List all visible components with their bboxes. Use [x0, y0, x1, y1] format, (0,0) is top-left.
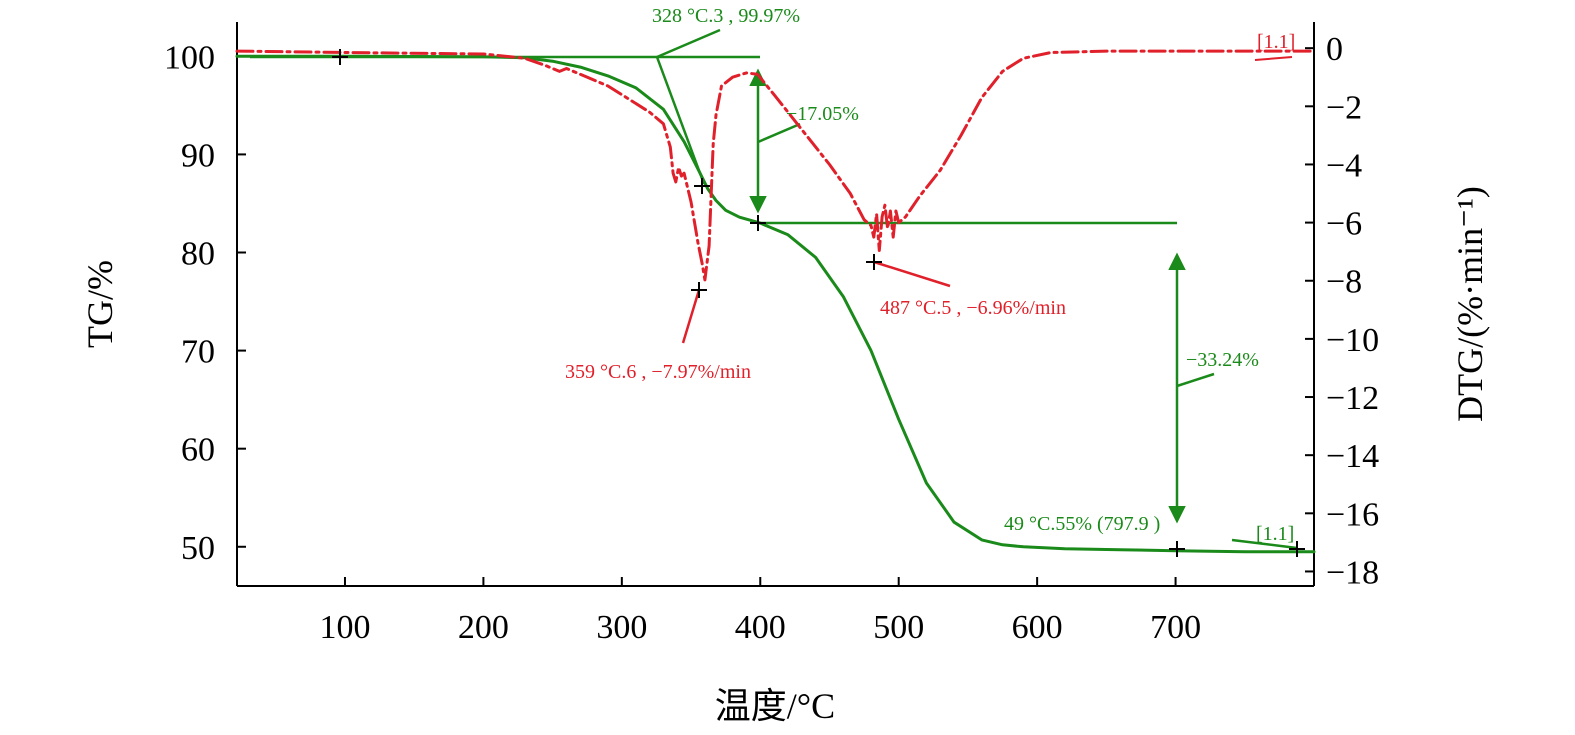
residue-leader [1231, 538, 1298, 550]
right-y-tick-label: −14 [1326, 438, 1379, 475]
x-tick-label: 500 [873, 609, 924, 646]
onset-leader [656, 28, 721, 59]
chart-annotations: 328 °C.3 , 99.97% −17.05% −33.24% 49 °C.… [565, 5, 1295, 545]
dtg-curve [235, 49, 1316, 282]
right-y-tick-label: −10 [1326, 322, 1379, 359]
marker-plus [1289, 541, 1305, 557]
loss2-leader [1176, 372, 1215, 388]
x-tick-label: 400 [735, 609, 786, 646]
left-y-axis-ticks: 50 60 70 80 90 100 [164, 39, 246, 567]
left-y-tick-label: 100 [164, 39, 215, 76]
right-y-tick-label: −18 [1326, 554, 1379, 591]
loss1-annotation: −17.05% [786, 103, 859, 125]
left-y-tick-label: 70 [181, 334, 215, 371]
right-y-axis-title: DTG/(%·min⁻¹) [1450, 186, 1490, 422]
loss1-leader [757, 122, 801, 144]
left-y-tick-label: 50 [181, 530, 215, 567]
residue-annotation: 49 °C.55% (797.9 ) [1004, 513, 1160, 535]
dtg-tag: [1.1] [1257, 31, 1295, 53]
right-y-tick-label: 0 [1326, 31, 1343, 68]
tg-tag: [1.1] [1256, 523, 1294, 545]
peak2-leader [873, 260, 951, 288]
x-axis-ticks: 100 200 300 400 500 600 700 [319, 577, 1201, 646]
right-y-tick-label: −4 [1326, 147, 1362, 184]
left-y-axis-title: TG/% [80, 260, 120, 348]
left-y-tick-label: 60 [181, 432, 215, 469]
x-tick-label: 200 [458, 609, 509, 646]
marker-plus [332, 49, 348, 65]
onset-annotation: 328 °C.3 , 99.97% [652, 5, 800, 27]
marker-plus [750, 215, 766, 231]
analysis-guides [250, 28, 1298, 550]
peak1-leader [681, 289, 701, 344]
right-y-tick-label: −2 [1326, 89, 1362, 126]
right-y-tick-label: −16 [1326, 496, 1379, 533]
x-tick-label: 300 [596, 609, 647, 646]
plot-frame [236, 22, 1315, 587]
loss2-annotation: −33.24% [1186, 349, 1259, 371]
marker-plus [1169, 541, 1185, 557]
data-series [235, 49, 1316, 554]
x-tick-label: 700 [1150, 609, 1201, 646]
peak1-annotation: 359 °C.6 , −7.97%/min [565, 361, 751, 383]
x-tick-label: 600 [1012, 609, 1063, 646]
left-y-tick-label: 90 [181, 137, 215, 174]
tg-curve [235, 54, 1316, 554]
right-y-tick-label: −12 [1326, 380, 1379, 417]
marker-plus [866, 254, 882, 270]
peak2-annotation: 487 °C.5 , −6.96%/min [880, 297, 1066, 319]
right-y-axis-ticks: 0 −2 −4 −6 −8 −10 −12 −14 −16 −18 [1305, 31, 1379, 591]
left-y-tick-label: 80 [181, 236, 215, 273]
marker-plus [694, 178, 710, 194]
x-tick-label: 100 [319, 609, 370, 646]
marker-plus [691, 282, 707, 298]
right-y-tick-label: −6 [1326, 206, 1362, 243]
right-y-tick-label: −8 [1326, 264, 1362, 301]
point-markers [332, 49, 1305, 557]
x-axis-title: 温度/°C [715, 686, 835, 726]
dtg-tag-leader [1254, 56, 1293, 61]
